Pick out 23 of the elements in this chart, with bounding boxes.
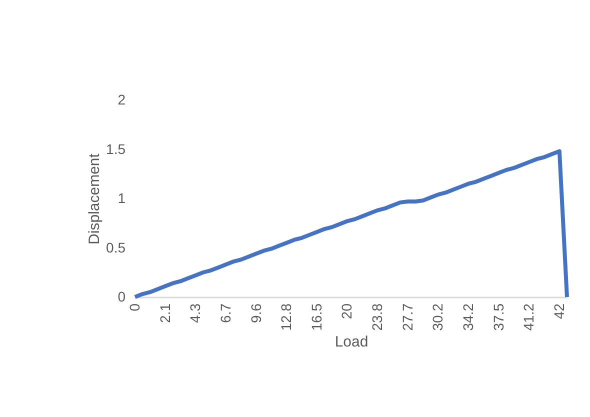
x-axis-title: Load [334,334,368,351]
y-tick-label: 0.5 [106,239,126,256]
y-axis-title: Displacement [86,152,104,244]
x-tick-label: 42 [550,303,567,320]
x-tick-label: 4.3 [187,303,204,323]
y-tick-label: 0 [118,288,126,304]
x-tick-label: 2.1 [156,303,173,323]
line-series [133,149,569,299]
x-tick-label: 12.8 [278,303,294,331]
x-tick-label: 0 [126,303,142,312]
y-tick-label: 2 [118,92,126,108]
x-tick-label: 6.7 [217,303,234,323]
y-tick-label: 1 [118,190,126,206]
x-tick-label: 23.8 [369,303,386,331]
x-tick-label: 9.6 [248,303,264,323]
x-tick-label: 41.2 [520,303,537,331]
x-tick-label: 30.2 [430,303,446,331]
x-tick-label: 27.7 [399,303,416,331]
x-tick-label: 16.5 [308,303,324,331]
x-tick-label: 37.5 [490,303,506,331]
x-tick-label: 20 [338,303,355,320]
x-tick-label: 34.2 [460,303,476,331]
y-tick-label: 1.5 [106,140,126,157]
